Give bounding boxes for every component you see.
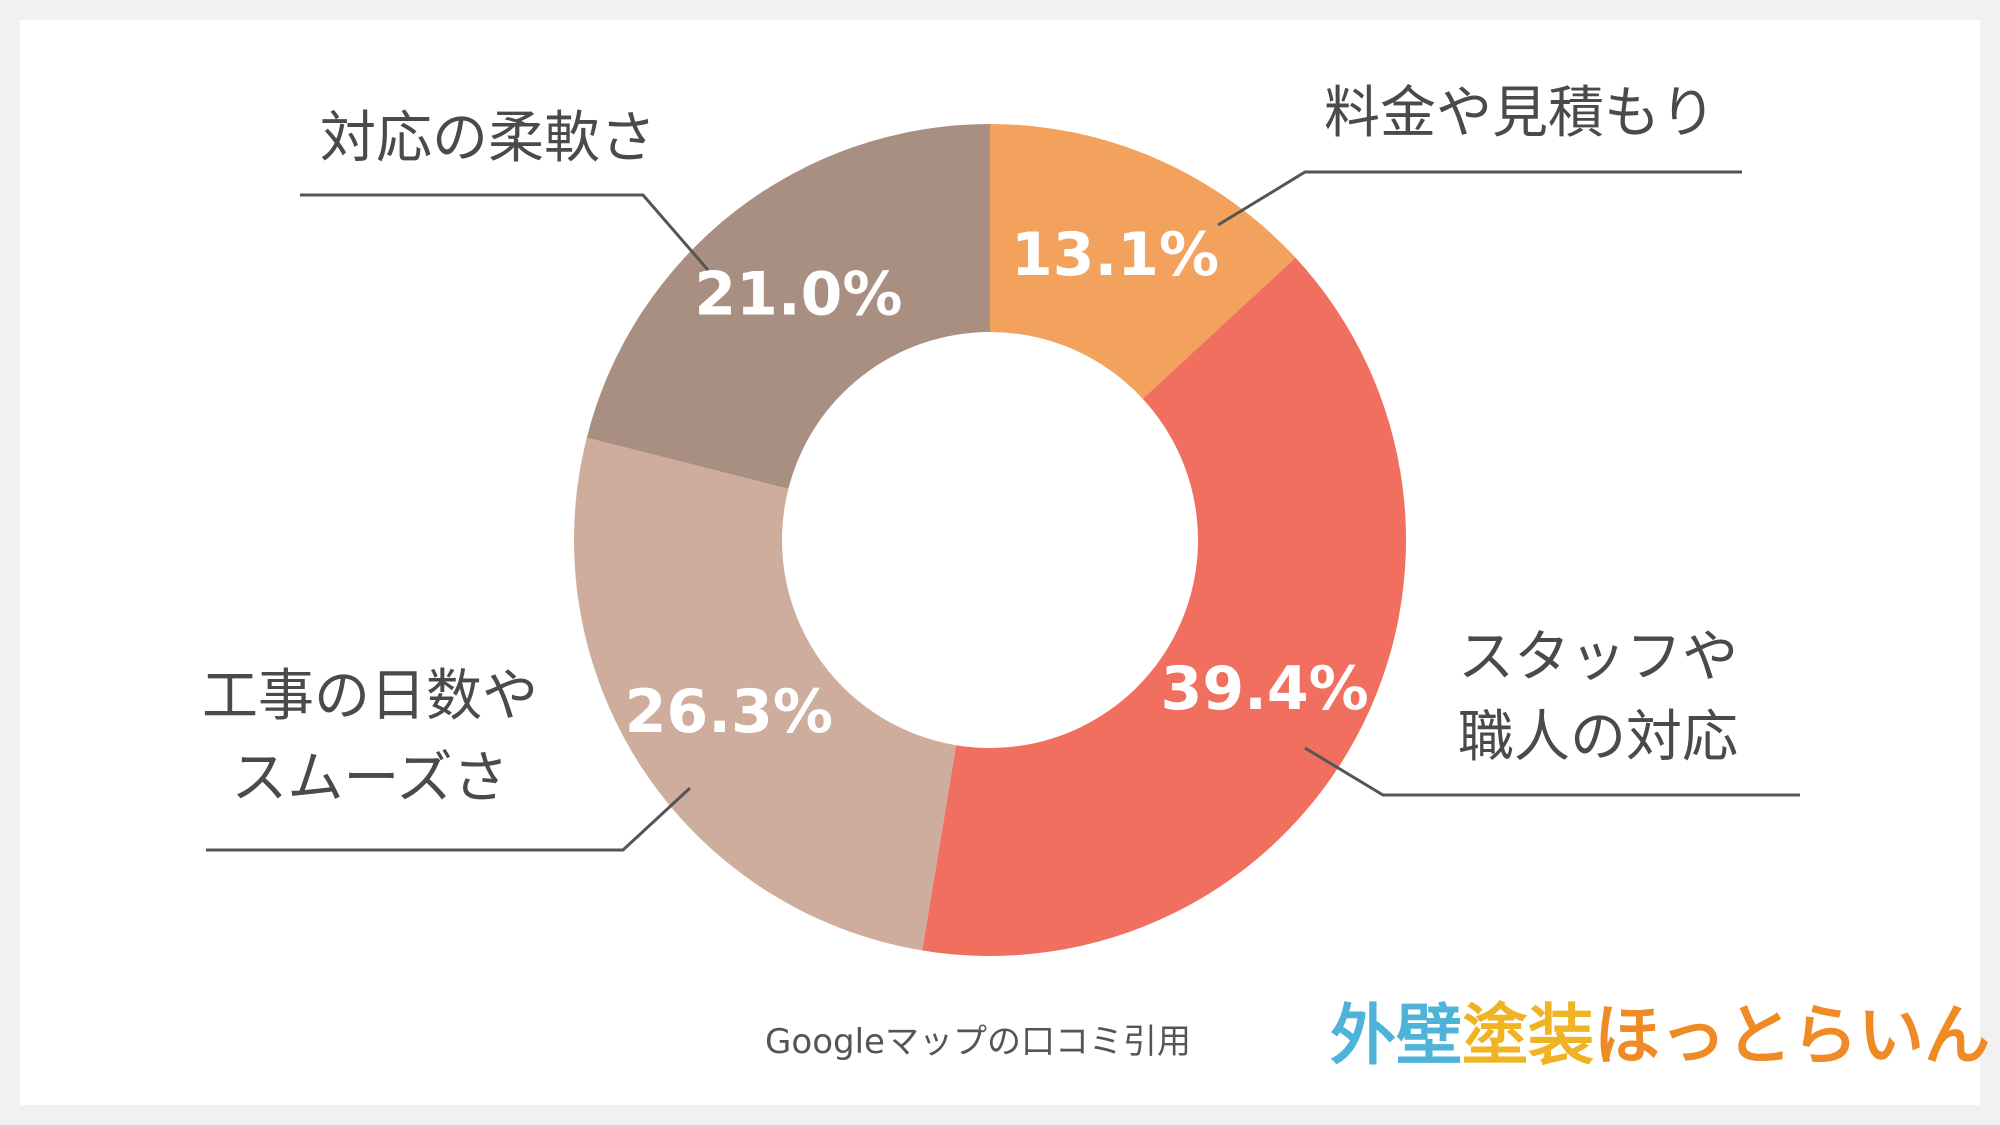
category-label-2-line-1: スムーズさ: [231, 746, 508, 811]
leader-line-1: [1304, 746, 1800, 797]
slice-1: [922, 257, 1406, 957]
source-note: Googleマップの口コミ引用: [765, 1022, 1191, 1062]
leader-line-0: [1217, 170, 1742, 227]
slice-2: [573, 437, 957, 951]
slice-3: [586, 124, 990, 489]
category-label-3-line-0: 対応の柔軟さ: [320, 106, 656, 171]
logo-part-1: 外壁: [1330, 997, 1462, 1074]
percent-labels: 13.1% 39.4% 26.3% 21.0%: [625, 220, 1369, 747]
slices-group: [573, 124, 1406, 957]
leader-line-3: [300, 193, 710, 271]
logo-part-3: ほっとらいん: [1594, 997, 1990, 1074]
logo-text: 外壁塗装ほっとらいん: [1330, 997, 1990, 1074]
leader-line-2: [206, 786, 692, 852]
percent-label-2: 26.3%: [625, 677, 833, 747]
slice-0: [990, 124, 1296, 399]
category-label-2-line-0: 工事の日数や: [202, 664, 538, 729]
category-label-1-line-0: スタッフや: [1458, 625, 1738, 690]
brand-logo: 外壁塗装ほっとらいん: [1330, 997, 1990, 1074]
category-label-1-line-1: 職人の対応: [1458, 705, 1738, 770]
category-label-0-line-0: 料金や見積もり: [1324, 81, 1716, 146]
category-labels: 料金や見積もり スタッフや 職人の対応 工事の日数や スムーズさ 対応の柔軟さ: [202, 81, 1800, 852]
percent-label-3: 21.0%: [694, 260, 902, 330]
percent-label-1: 39.4%: [1161, 654, 1369, 724]
percent-label-0: 13.1%: [1011, 220, 1219, 290]
logo-part-2: 塗装: [1462, 997, 1594, 1074]
